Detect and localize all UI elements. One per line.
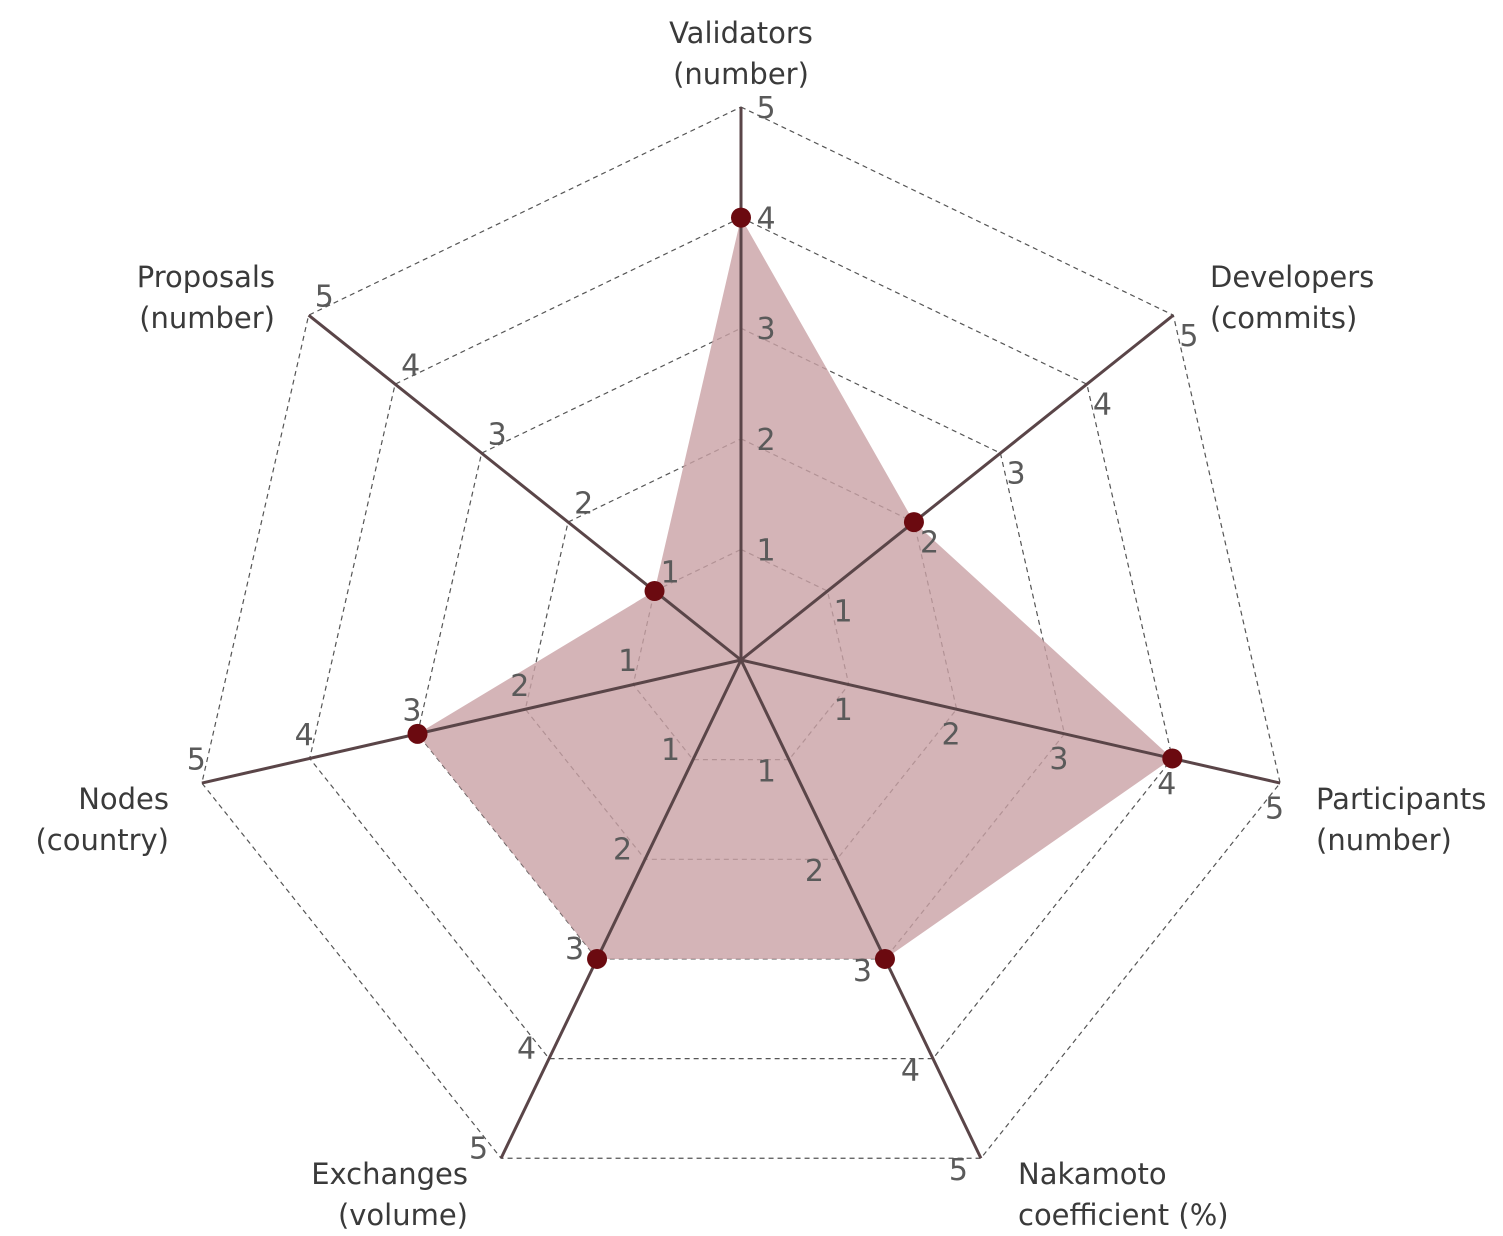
tick-label: 2 <box>920 526 939 561</box>
axis-label: (number) <box>1316 823 1452 857</box>
axis-line <box>740 658 1281 785</box>
axis-label-group: Validators (number) <box>669 16 813 91</box>
axis-label: Nakamoto <box>1018 1157 1167 1191</box>
tick-label: 1 <box>618 644 637 679</box>
axis-line <box>740 314 1175 662</box>
tick-label: 3 <box>565 932 584 967</box>
grid-ring-5 <box>201 106 1281 1159</box>
grid-ring-3 <box>416 327 1066 960</box>
tick-label: 4 <box>295 718 314 753</box>
axis-label-group: Nodes (country) <box>35 782 169 857</box>
tick-label: 5 <box>1179 319 1198 354</box>
tick-label: 2 <box>942 718 961 753</box>
axis-line <box>499 659 743 1159</box>
tick-label: 1 <box>661 555 680 590</box>
data-point <box>1162 748 1183 769</box>
axis-label: Exchanges <box>311 1157 468 1191</box>
axis-label: Participants <box>1316 782 1486 816</box>
tick-label: 2 <box>613 832 632 867</box>
tick-label: 1 <box>756 533 775 568</box>
axis-line <box>201 658 742 785</box>
axis-label-group: Nakamoto coefficient (%) <box>1018 1157 1229 1232</box>
axis-label-group: Proposals (number) <box>137 260 275 335</box>
data-area <box>417 217 1173 959</box>
grid-ring-4 <box>309 216 1173 1060</box>
axis-label: (commits) <box>1210 301 1357 335</box>
axis-label: coefficient (%) <box>1018 1198 1229 1232</box>
data-point <box>731 207 751 228</box>
tick-label: 4 <box>517 1032 536 1067</box>
tick-label: 3 <box>402 693 421 728</box>
tick-label: 3 <box>488 418 507 453</box>
tick-label: 1 <box>661 733 680 768</box>
tick-label: 5 <box>315 280 334 315</box>
tick-label: 3 <box>853 954 872 989</box>
axis-label: Proposals <box>137 260 275 294</box>
tick-label: 2 <box>574 487 593 522</box>
tick-label: 2 <box>756 423 775 458</box>
axis-label-group: Participants (number) <box>1316 782 1486 857</box>
tick-label: 5 <box>1265 791 1284 826</box>
tick-label: 4 <box>901 1053 920 1088</box>
axis-label: (number) <box>673 57 809 91</box>
axis-label: Developers <box>1210 260 1374 294</box>
grid-ring-2 <box>524 438 958 860</box>
tick-label: 4 <box>1157 767 1176 802</box>
tick-label: 1 <box>757 754 776 789</box>
axis-label: (volume) <box>338 1198 468 1232</box>
axis-label-group: Exchanges (volume) <box>311 1157 468 1232</box>
axis-label: (country) <box>35 823 169 857</box>
data-point <box>644 581 665 602</box>
tick-label: 4 <box>1093 388 1112 423</box>
tick-label: 2 <box>510 669 529 704</box>
data-point <box>903 512 924 533</box>
tick-label: 3 <box>756 312 775 347</box>
data-point <box>587 948 608 969</box>
tick-label: 5 <box>187 743 206 778</box>
tick-label: 1 <box>834 595 853 630</box>
axis-label-group: Developers (commits) <box>1210 260 1374 335</box>
axis-line <box>307 314 742 662</box>
data-point <box>407 723 428 744</box>
axis-label: Nodes <box>78 782 169 816</box>
tick-label: 5 <box>756 91 775 126</box>
tick-label: 4 <box>756 202 775 237</box>
tick-label: 4 <box>401 349 420 384</box>
tick-label: 2 <box>805 854 824 889</box>
tick-label: 5 <box>469 1131 488 1166</box>
tick-label: 3 <box>1006 457 1025 492</box>
tick-label: 3 <box>1049 742 1068 777</box>
tick-label: 5 <box>949 1153 968 1188</box>
data-point <box>874 948 895 969</box>
axis-line <box>739 659 983 1159</box>
tick-label: 1 <box>834 693 853 728</box>
axis-label: Validators <box>669 16 813 50</box>
axis-label: (number) <box>139 301 275 335</box>
